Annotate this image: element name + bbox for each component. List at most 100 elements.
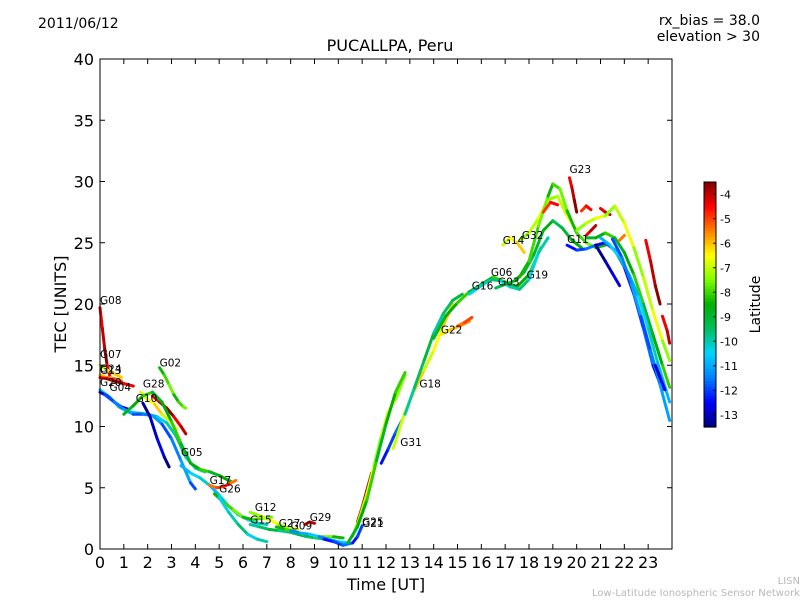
colorbar-band xyxy=(704,313,716,318)
series-segment xyxy=(548,200,560,207)
colorbar-tick-label: -11 xyxy=(720,360,738,373)
colorbar-band xyxy=(704,270,716,275)
parameters-box: rx_bias = 38.0 elevation > 30 xyxy=(657,13,760,45)
series-g19 xyxy=(517,182,607,279)
colorbar-band xyxy=(704,194,716,198)
series-segment xyxy=(489,278,502,283)
colorbar-band xyxy=(704,304,716,309)
satellite-label-g19: G19 xyxy=(527,269,549,281)
colorbar-band xyxy=(704,249,716,254)
series-segment xyxy=(167,383,176,397)
series-segment xyxy=(286,530,300,536)
satellite-label-g22: G22 xyxy=(441,324,463,336)
x-axis-label: Time [UT] xyxy=(346,575,425,594)
colorbar-band xyxy=(704,276,716,281)
colorbar-label: Latitude xyxy=(748,276,764,334)
y-tick-label: 30 xyxy=(74,173,94,192)
colorbar-band xyxy=(704,359,716,364)
colorbar-band xyxy=(704,319,716,324)
series-segment xyxy=(255,537,269,544)
series-g30d xyxy=(653,363,667,392)
colorbar-band xyxy=(704,185,716,189)
series-segment xyxy=(100,327,107,351)
series-segment xyxy=(150,413,164,426)
series-segment xyxy=(456,290,471,305)
series-g31 xyxy=(346,371,407,545)
colorbar-band xyxy=(704,237,716,241)
series-segment xyxy=(165,421,178,438)
series-segment xyxy=(298,531,312,536)
series-segment xyxy=(170,420,183,446)
series-segment xyxy=(570,238,583,250)
series-segment xyxy=(656,361,672,404)
colorbar-band xyxy=(704,384,716,388)
colorbar-band xyxy=(704,264,716,269)
series-segment xyxy=(651,309,664,343)
series-g29 xyxy=(303,520,316,526)
x-tick-label: 23 xyxy=(638,553,658,572)
colorbar-band xyxy=(704,356,716,361)
series-segment xyxy=(653,284,662,306)
series-segment xyxy=(277,529,290,534)
series-segment xyxy=(613,204,626,225)
series-segment xyxy=(308,520,316,525)
satellite-label-g27: G27 xyxy=(279,518,301,530)
colorbar-band xyxy=(704,387,716,391)
colorbar-band xyxy=(704,301,716,306)
series-segment xyxy=(189,471,202,480)
series-g23b xyxy=(579,204,593,213)
series-segment xyxy=(148,415,159,441)
series-segment xyxy=(150,394,162,404)
series-g02 xyxy=(158,366,188,410)
colorbar-band xyxy=(704,402,716,407)
series-segment xyxy=(217,474,233,484)
colorbar-band xyxy=(704,322,716,327)
series-segment xyxy=(658,376,667,392)
series-segment xyxy=(267,527,281,533)
colorbar-band xyxy=(704,203,716,208)
series-segment xyxy=(494,282,507,290)
x-tick-label: 9 xyxy=(309,553,319,572)
colorbar-band xyxy=(704,396,716,401)
series-segment xyxy=(432,312,445,335)
series-segment xyxy=(374,422,388,463)
series-segment xyxy=(274,525,288,531)
series-segment xyxy=(332,540,345,547)
satellite-label-g17: G17 xyxy=(210,475,232,487)
series-segment xyxy=(660,339,672,362)
x-tick-label: 15 xyxy=(447,553,467,572)
x-tick-label: 12 xyxy=(376,553,396,572)
series-segment xyxy=(248,510,262,518)
satellite-label-g15: G15 xyxy=(250,514,272,526)
x-tick-label: 1 xyxy=(119,553,129,572)
date-label: 2011/06/12 xyxy=(38,16,119,32)
series-segment xyxy=(296,532,309,539)
satellite-label-g32: G32 xyxy=(522,230,544,242)
series-segment xyxy=(629,282,643,318)
series-segment xyxy=(479,278,493,288)
colorbar-tick-label: -10 xyxy=(720,335,738,348)
series-segment xyxy=(153,402,164,416)
series-segment xyxy=(246,532,259,541)
series-segment xyxy=(584,216,598,225)
series-segment xyxy=(346,525,359,545)
series-segment xyxy=(162,455,171,469)
colorbar-band xyxy=(704,405,716,410)
series-segment xyxy=(572,198,579,214)
series-segment xyxy=(160,422,173,441)
colorbar-band xyxy=(704,246,716,250)
colorbar-tick-label: -12 xyxy=(720,384,738,397)
series-segment xyxy=(622,221,636,250)
series-segment xyxy=(632,273,645,306)
series-segment xyxy=(189,461,202,471)
series-segment xyxy=(122,404,135,416)
series-segment xyxy=(251,516,264,522)
y-tick-label: 5 xyxy=(84,479,94,498)
series-segment xyxy=(181,405,188,410)
x-tick-label: 6 xyxy=(238,553,248,572)
colorbar-band xyxy=(704,399,716,404)
x-tick-label: 14 xyxy=(423,553,443,572)
colorbar-frame xyxy=(703,181,717,428)
colorbar-band xyxy=(704,347,716,352)
series-segment xyxy=(660,314,669,333)
